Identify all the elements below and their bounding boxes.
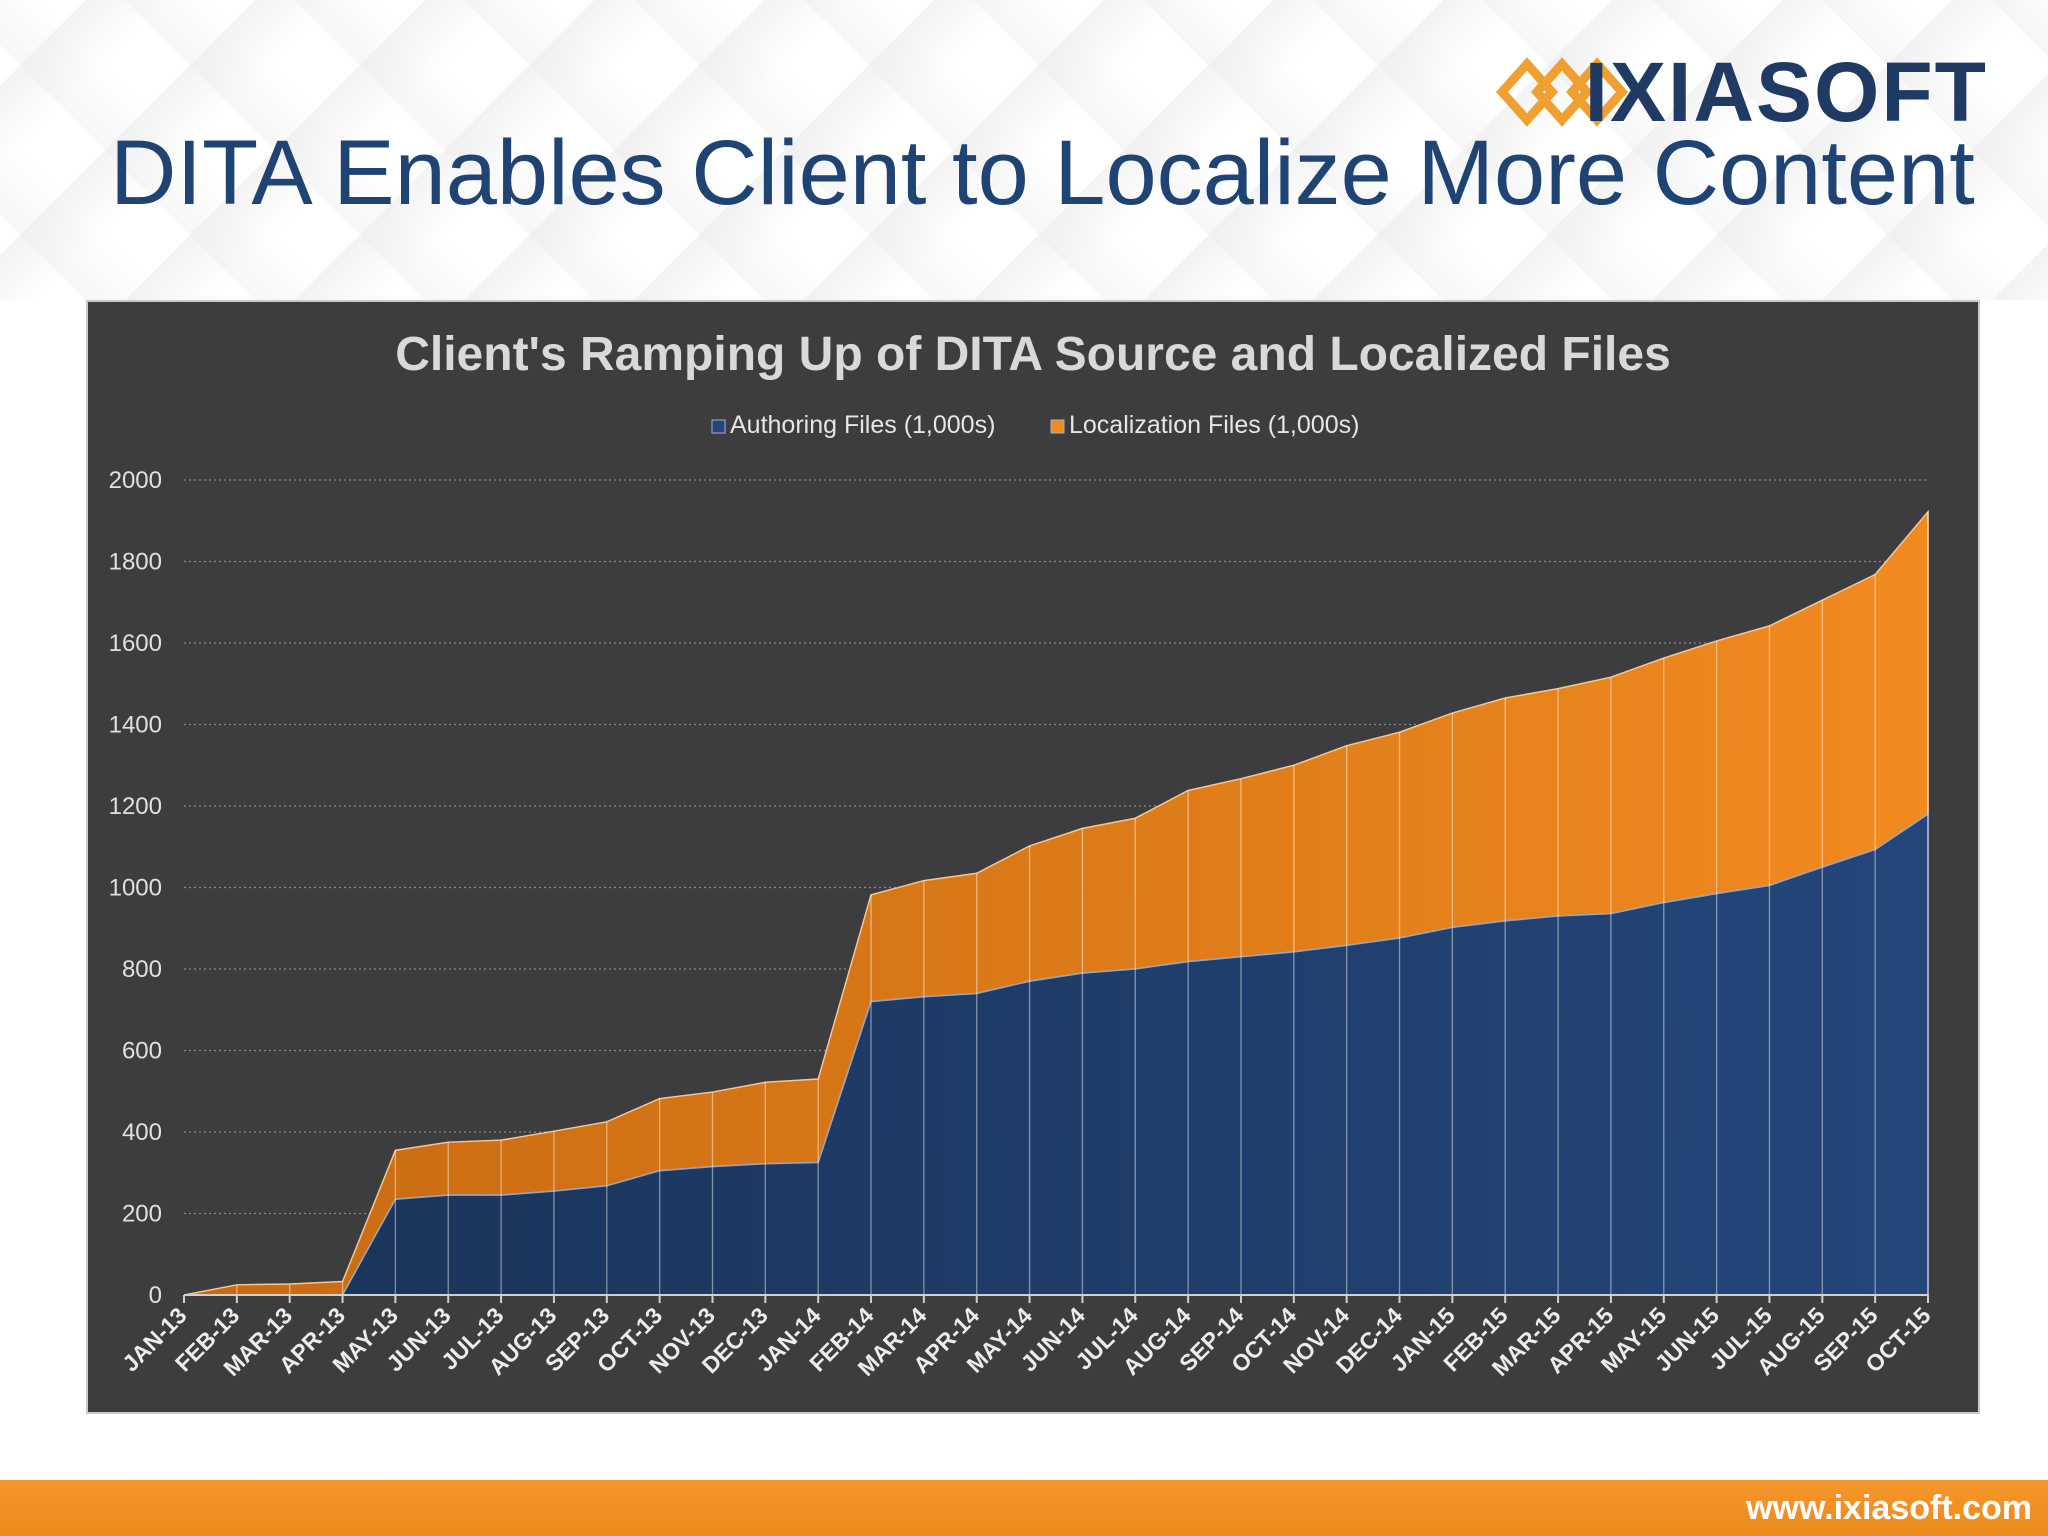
y-tick-label: 1200	[109, 793, 162, 820]
series-areas	[183, 509, 1929, 1296]
page-title: DITA Enables Client to Localize More Con…	[110, 122, 1975, 224]
y-axis: 0 200 400 600 800 1000 1200 1400 1600 1800 2000	[109, 467, 162, 1309]
y-tick-label: 1600	[109, 630, 162, 657]
legend: Authoring Files (1,000s) Localization Fil…	[711, 411, 1359, 439]
background-pattern	[0, 0, 2048, 300]
category-dividers	[236, 511, 1929, 1295]
y-tick-label: 800	[122, 956, 162, 983]
area-chart: Client's Ramping Up of DITA Source and L…	[109, 328, 1936, 1381]
y-tick-label: 2000	[109, 467, 162, 494]
footer-url[interactable]: www.ixiasoft.com	[1746, 1489, 2032, 1527]
y-tick-label: 400	[122, 1119, 162, 1146]
y-tick-label: 1400	[109, 712, 162, 739]
series-area-authoring	[184, 812, 1929, 1296]
chart-panel: Client's Ramping Up of DITA Source and L…	[86, 300, 1980, 1414]
logo-wordmark: IXIASOFT	[1584, 45, 1988, 139]
y-tick-label: 0	[149, 1282, 162, 1309]
y-tick-label: 1000	[109, 875, 162, 902]
y-tick-label: 200	[122, 1201, 162, 1228]
chart-title: Client's Ramping Up of DITA Source and L…	[395, 328, 1671, 381]
ixiasoft-logo-icon	[1495, 57, 1629, 127]
legend-label: Authoring Files (1,000s)	[730, 411, 995, 439]
x-axis: JAN-13FEB-13MAR-13APR-13MAY-13JUN-13JUL-…	[117, 1294, 1936, 1381]
legend-swatch	[1050, 419, 1065, 434]
footer-bar	[0, 1480, 2048, 1536]
y-tick-label: 1800	[109, 549, 162, 576]
y-tick-label: 600	[122, 1038, 162, 1065]
legend-label: Localization Files (1,000s)	[1069, 411, 1359, 439]
legend-swatch	[711, 419, 726, 434]
